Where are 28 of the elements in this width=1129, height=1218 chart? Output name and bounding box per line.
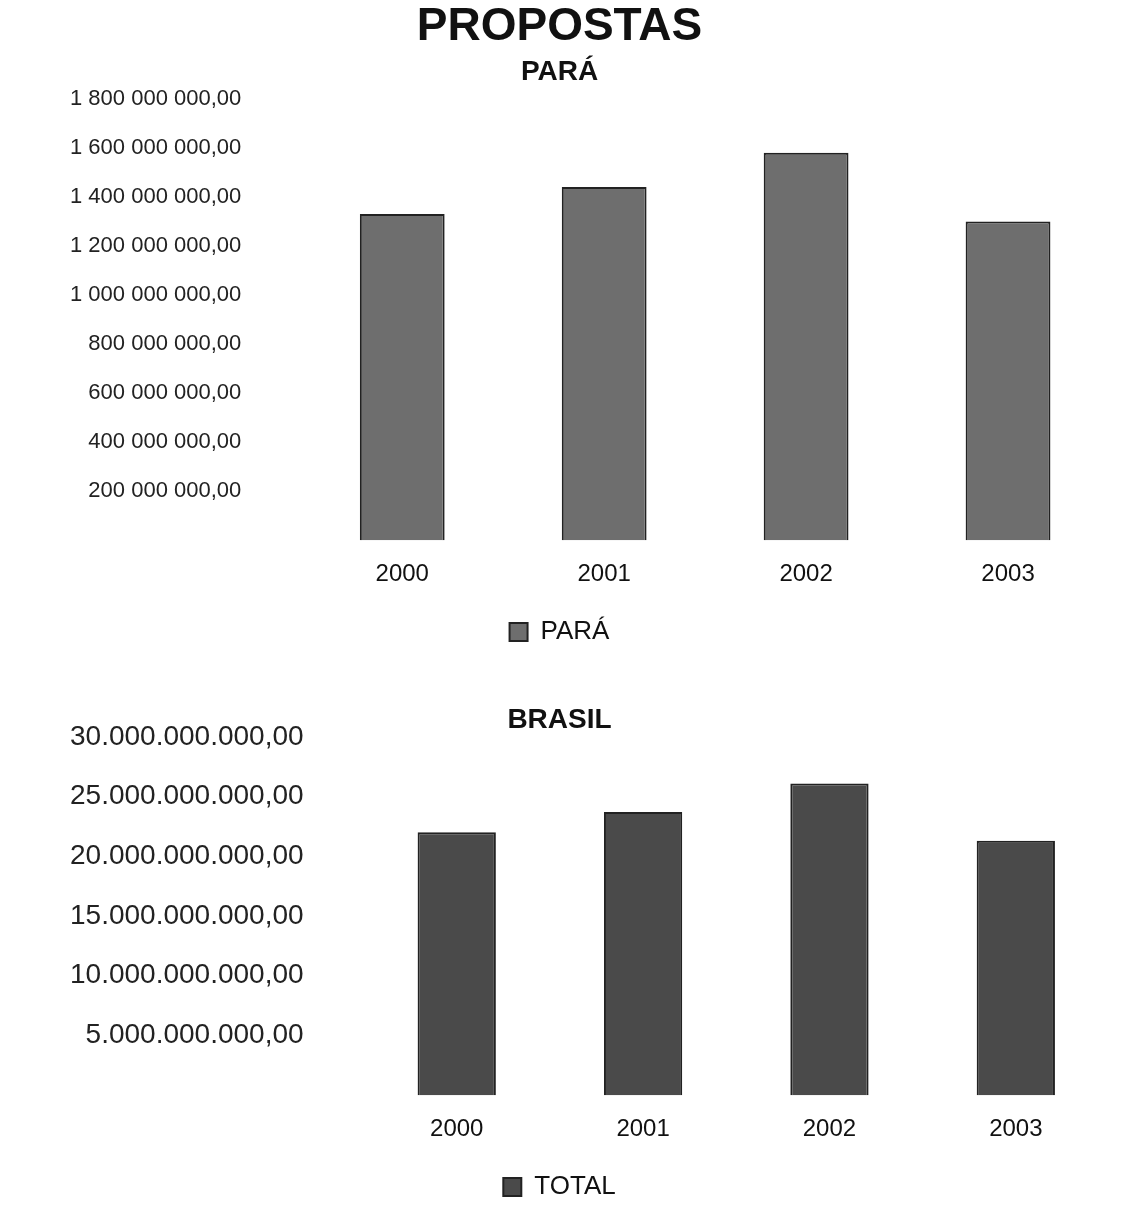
x-tick-label: 2003: [981, 559, 1035, 587]
y-tick-label: 600 000 000,00: [88, 379, 242, 405]
chart-subtitle: PARÁ: [520, 54, 599, 86]
y-tick-label: 200 000 000,00: [88, 477, 242, 503]
y-tick-label: 10.000.000.000,00: [69, 958, 304, 990]
y-tick-label: 5.000.000.000,00: [85, 1018, 304, 1050]
y-tick-label: 15.000.000.000,00: [69, 898, 304, 930]
y-tick-label: 1 000 000 000,00: [69, 281, 242, 307]
y-tick-label: 1 400 000 000,00: [69, 182, 242, 208]
chart-title: PROPOSTAS: [416, 0, 703, 51]
y-tick-label: 1 600 000 000,00: [69, 133, 242, 159]
x-tick-label: 2002: [779, 559, 833, 587]
y-tick-label: 30.000.000.000,00: [69, 719, 304, 751]
y-tick-label: 400 000 000,00: [88, 428, 242, 454]
x-tick-label: 2000: [430, 1114, 484, 1142]
y-tick-label: 25.000.000.000,00: [69, 779, 304, 811]
x-tick-label: 2003: [989, 1114, 1043, 1142]
chart-title: BRASIL: [507, 702, 612, 734]
x-tick-label: 2001: [577, 559, 631, 587]
legend-label: PARÁ: [540, 615, 611, 646]
x-tick-label: 2001: [616, 1114, 670, 1142]
x-tick-label: 2002: [802, 1114, 857, 1142]
x-tick-label: 2000: [375, 559, 429, 587]
y-tick-label: 20.000.000.000,00: [69, 838, 304, 870]
legend-label: TOTAL: [534, 1170, 616, 1201]
y-tick-label: 1 800 000 000,00: [69, 84, 242, 110]
y-tick-label: 1 200 000 000,00: [69, 232, 242, 257]
y-tick-label: 800 000 000,00: [88, 330, 242, 356]
